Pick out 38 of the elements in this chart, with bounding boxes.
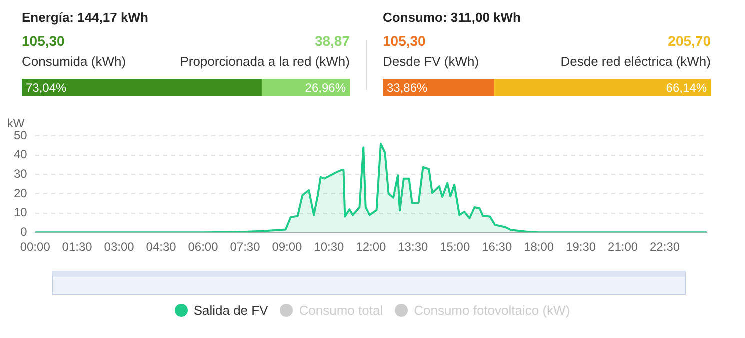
x-tick-label: 18:00	[524, 240, 554, 254]
text: 38,87	[314, 33, 350, 49]
series-label: Proporcionada a la red (kWh)	[180, 54, 350, 69]
data-label: 33,86%	[387, 80, 428, 95]
x-tick-label: 00:00	[20, 240, 51, 254]
x-tick-label: 09:00	[272, 240, 303, 254]
x-tick-label: 22:30	[650, 240, 680, 254]
x-tick-label: 01:30	[62, 240, 93, 254]
series-label: Consumida (kWh)	[22, 54, 126, 69]
y-tick-label: 40	[14, 148, 28, 162]
y-tick-label: 10	[14, 206, 28, 220]
x-tick-label: 10:30	[314, 240, 345, 254]
x-tick-label: 13:30	[398, 240, 428, 254]
y-tick-label: 20	[14, 186, 28, 200]
data-label: 66,14%	[666, 80, 708, 95]
chart-title: Consumo: 311,00 kWh	[383, 10, 521, 25]
x-tick-label: 07:30	[230, 240, 261, 254]
y-tick-label: 0	[20, 224, 28, 239]
chart-title: Energía: 144,17 kWh	[22, 10, 148, 25]
y-tick-label: 30	[14, 166, 28, 181]
x-tick-label: 19:30	[566, 240, 596, 254]
x-tick-label: 04:30	[146, 240, 177, 254]
x-tick-label: 15:00	[440, 240, 470, 254]
series-label: Desde FV (kWh)	[383, 54, 480, 69]
x-tick-label: 21:00	[608, 240, 638, 254]
x-tick-label: 16:30	[482, 240, 512, 254]
x-tick-label: 03:00	[104, 240, 135, 254]
data-label: 73,04%	[26, 80, 68, 95]
x-tick-label: 06:00	[188, 240, 219, 254]
data-label: 26,96%	[305, 80, 346, 95]
text: 205,70	[667, 33, 711, 49]
series-label: Desde red eléctrica (kWh)	[560, 54, 711, 69]
y-axis-title: kW	[7, 116, 26, 130]
text: 105,30	[22, 33, 66, 49]
x-tick-label: 12:00	[356, 240, 387, 254]
legend-label: Salida de FV	[194, 303, 268, 318]
y-tick-label: 50	[14, 128, 28, 142]
text: 105,30	[383, 33, 427, 49]
